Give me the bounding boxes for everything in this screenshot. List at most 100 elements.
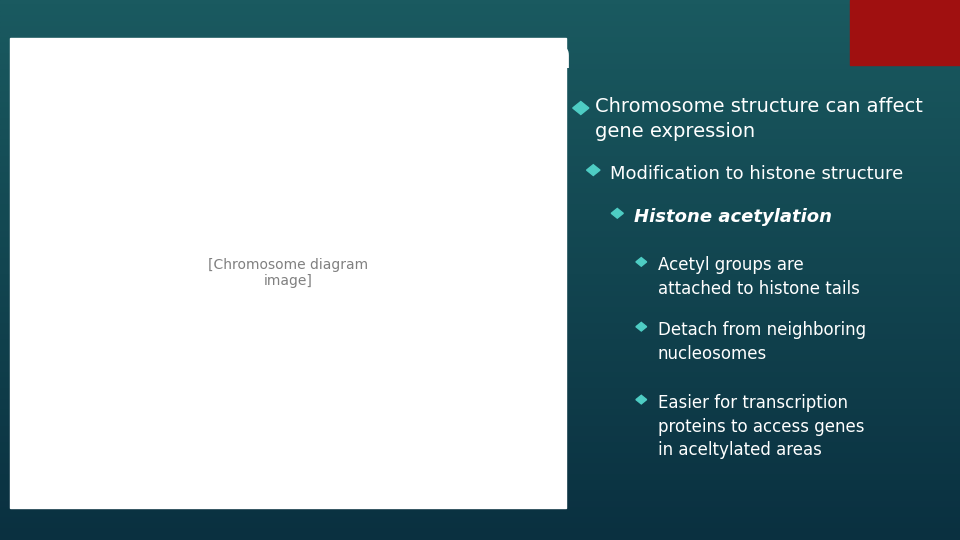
Text: Eukaryotic Gene Expression: Eukaryotic Gene Expression xyxy=(29,38,572,76)
Bar xyxy=(0,157,960,162)
Bar xyxy=(0,432,960,437)
Bar xyxy=(10,38,566,508)
Bar xyxy=(0,200,960,205)
Bar xyxy=(0,92,960,97)
Bar xyxy=(0,259,960,265)
Bar xyxy=(0,281,960,286)
Polygon shape xyxy=(612,208,623,218)
Bar xyxy=(0,43,960,49)
Bar xyxy=(0,524,960,529)
Bar xyxy=(0,49,960,54)
Bar xyxy=(0,486,960,491)
Bar xyxy=(0,146,960,151)
Bar xyxy=(0,0,960,5)
Bar xyxy=(0,11,960,16)
Bar xyxy=(0,394,960,400)
Bar xyxy=(0,119,960,124)
Bar xyxy=(0,81,960,86)
Bar xyxy=(0,535,960,540)
Bar xyxy=(0,22,960,27)
Bar xyxy=(0,454,960,459)
Bar xyxy=(850,0,960,65)
Bar xyxy=(0,470,960,475)
Bar xyxy=(0,86,960,92)
Bar xyxy=(0,5,960,11)
Bar xyxy=(0,329,960,335)
Bar xyxy=(0,108,960,113)
Bar xyxy=(0,518,960,524)
Bar xyxy=(0,508,960,513)
Polygon shape xyxy=(636,322,647,331)
Bar xyxy=(0,232,960,238)
Bar xyxy=(0,130,960,135)
Bar xyxy=(0,308,960,313)
Bar xyxy=(0,248,960,254)
Bar xyxy=(0,427,960,432)
Bar xyxy=(0,362,960,367)
Bar xyxy=(0,265,960,270)
Bar xyxy=(0,491,960,497)
Bar xyxy=(0,351,960,356)
Bar xyxy=(0,124,960,130)
Bar xyxy=(0,178,960,184)
Bar xyxy=(0,54,960,59)
Polygon shape xyxy=(636,395,647,404)
Bar xyxy=(0,59,960,65)
Text: Histone acetylation: Histone acetylation xyxy=(634,208,831,226)
Bar xyxy=(0,254,960,259)
Bar xyxy=(0,346,960,351)
Text: Acetyl groups are
attached to histone tails: Acetyl groups are attached to histone ta… xyxy=(658,256,859,298)
Bar xyxy=(0,216,960,221)
Bar xyxy=(0,275,960,281)
Bar xyxy=(0,227,960,232)
Bar xyxy=(0,270,960,275)
Bar xyxy=(0,194,960,200)
Polygon shape xyxy=(587,165,600,176)
Bar xyxy=(0,335,960,340)
Bar xyxy=(0,135,960,140)
Bar xyxy=(0,356,960,362)
Bar xyxy=(0,367,960,373)
Bar xyxy=(0,400,960,405)
Bar xyxy=(0,243,960,248)
Bar xyxy=(0,221,960,227)
Bar xyxy=(0,475,960,481)
Text: Chromosome structure can affect
gene expression: Chromosome structure can affect gene exp… xyxy=(595,97,924,141)
Bar xyxy=(0,502,960,508)
Bar xyxy=(0,443,960,448)
Bar xyxy=(0,421,960,427)
Bar xyxy=(0,302,960,308)
Bar xyxy=(0,529,960,535)
Bar xyxy=(0,70,960,76)
Bar xyxy=(0,313,960,319)
Bar xyxy=(0,410,960,416)
Bar xyxy=(0,481,960,486)
Polygon shape xyxy=(573,102,588,114)
Bar xyxy=(0,319,960,324)
Bar xyxy=(0,238,960,243)
Bar xyxy=(0,97,960,103)
Bar xyxy=(0,297,960,302)
Text: Modification to histone structure: Modification to histone structure xyxy=(610,165,902,183)
Bar xyxy=(0,32,960,38)
Bar xyxy=(0,437,960,443)
Bar xyxy=(0,189,960,194)
Bar xyxy=(0,373,960,378)
Bar xyxy=(0,416,960,421)
Bar xyxy=(0,405,960,410)
Bar xyxy=(0,205,960,211)
Bar xyxy=(0,513,960,518)
Bar xyxy=(0,383,960,389)
Bar xyxy=(0,173,960,178)
Bar xyxy=(0,113,960,119)
Bar xyxy=(0,464,960,470)
Bar xyxy=(0,324,960,329)
Bar xyxy=(0,292,960,297)
Bar xyxy=(0,378,960,383)
Bar xyxy=(0,286,960,292)
Bar xyxy=(0,16,960,22)
Text: Detach from neighboring
nucleosomes: Detach from neighboring nucleosomes xyxy=(658,321,866,363)
Text: [Chromosome diagram
image]: [Chromosome diagram image] xyxy=(208,258,368,288)
Bar xyxy=(0,76,960,81)
Bar xyxy=(0,27,960,32)
